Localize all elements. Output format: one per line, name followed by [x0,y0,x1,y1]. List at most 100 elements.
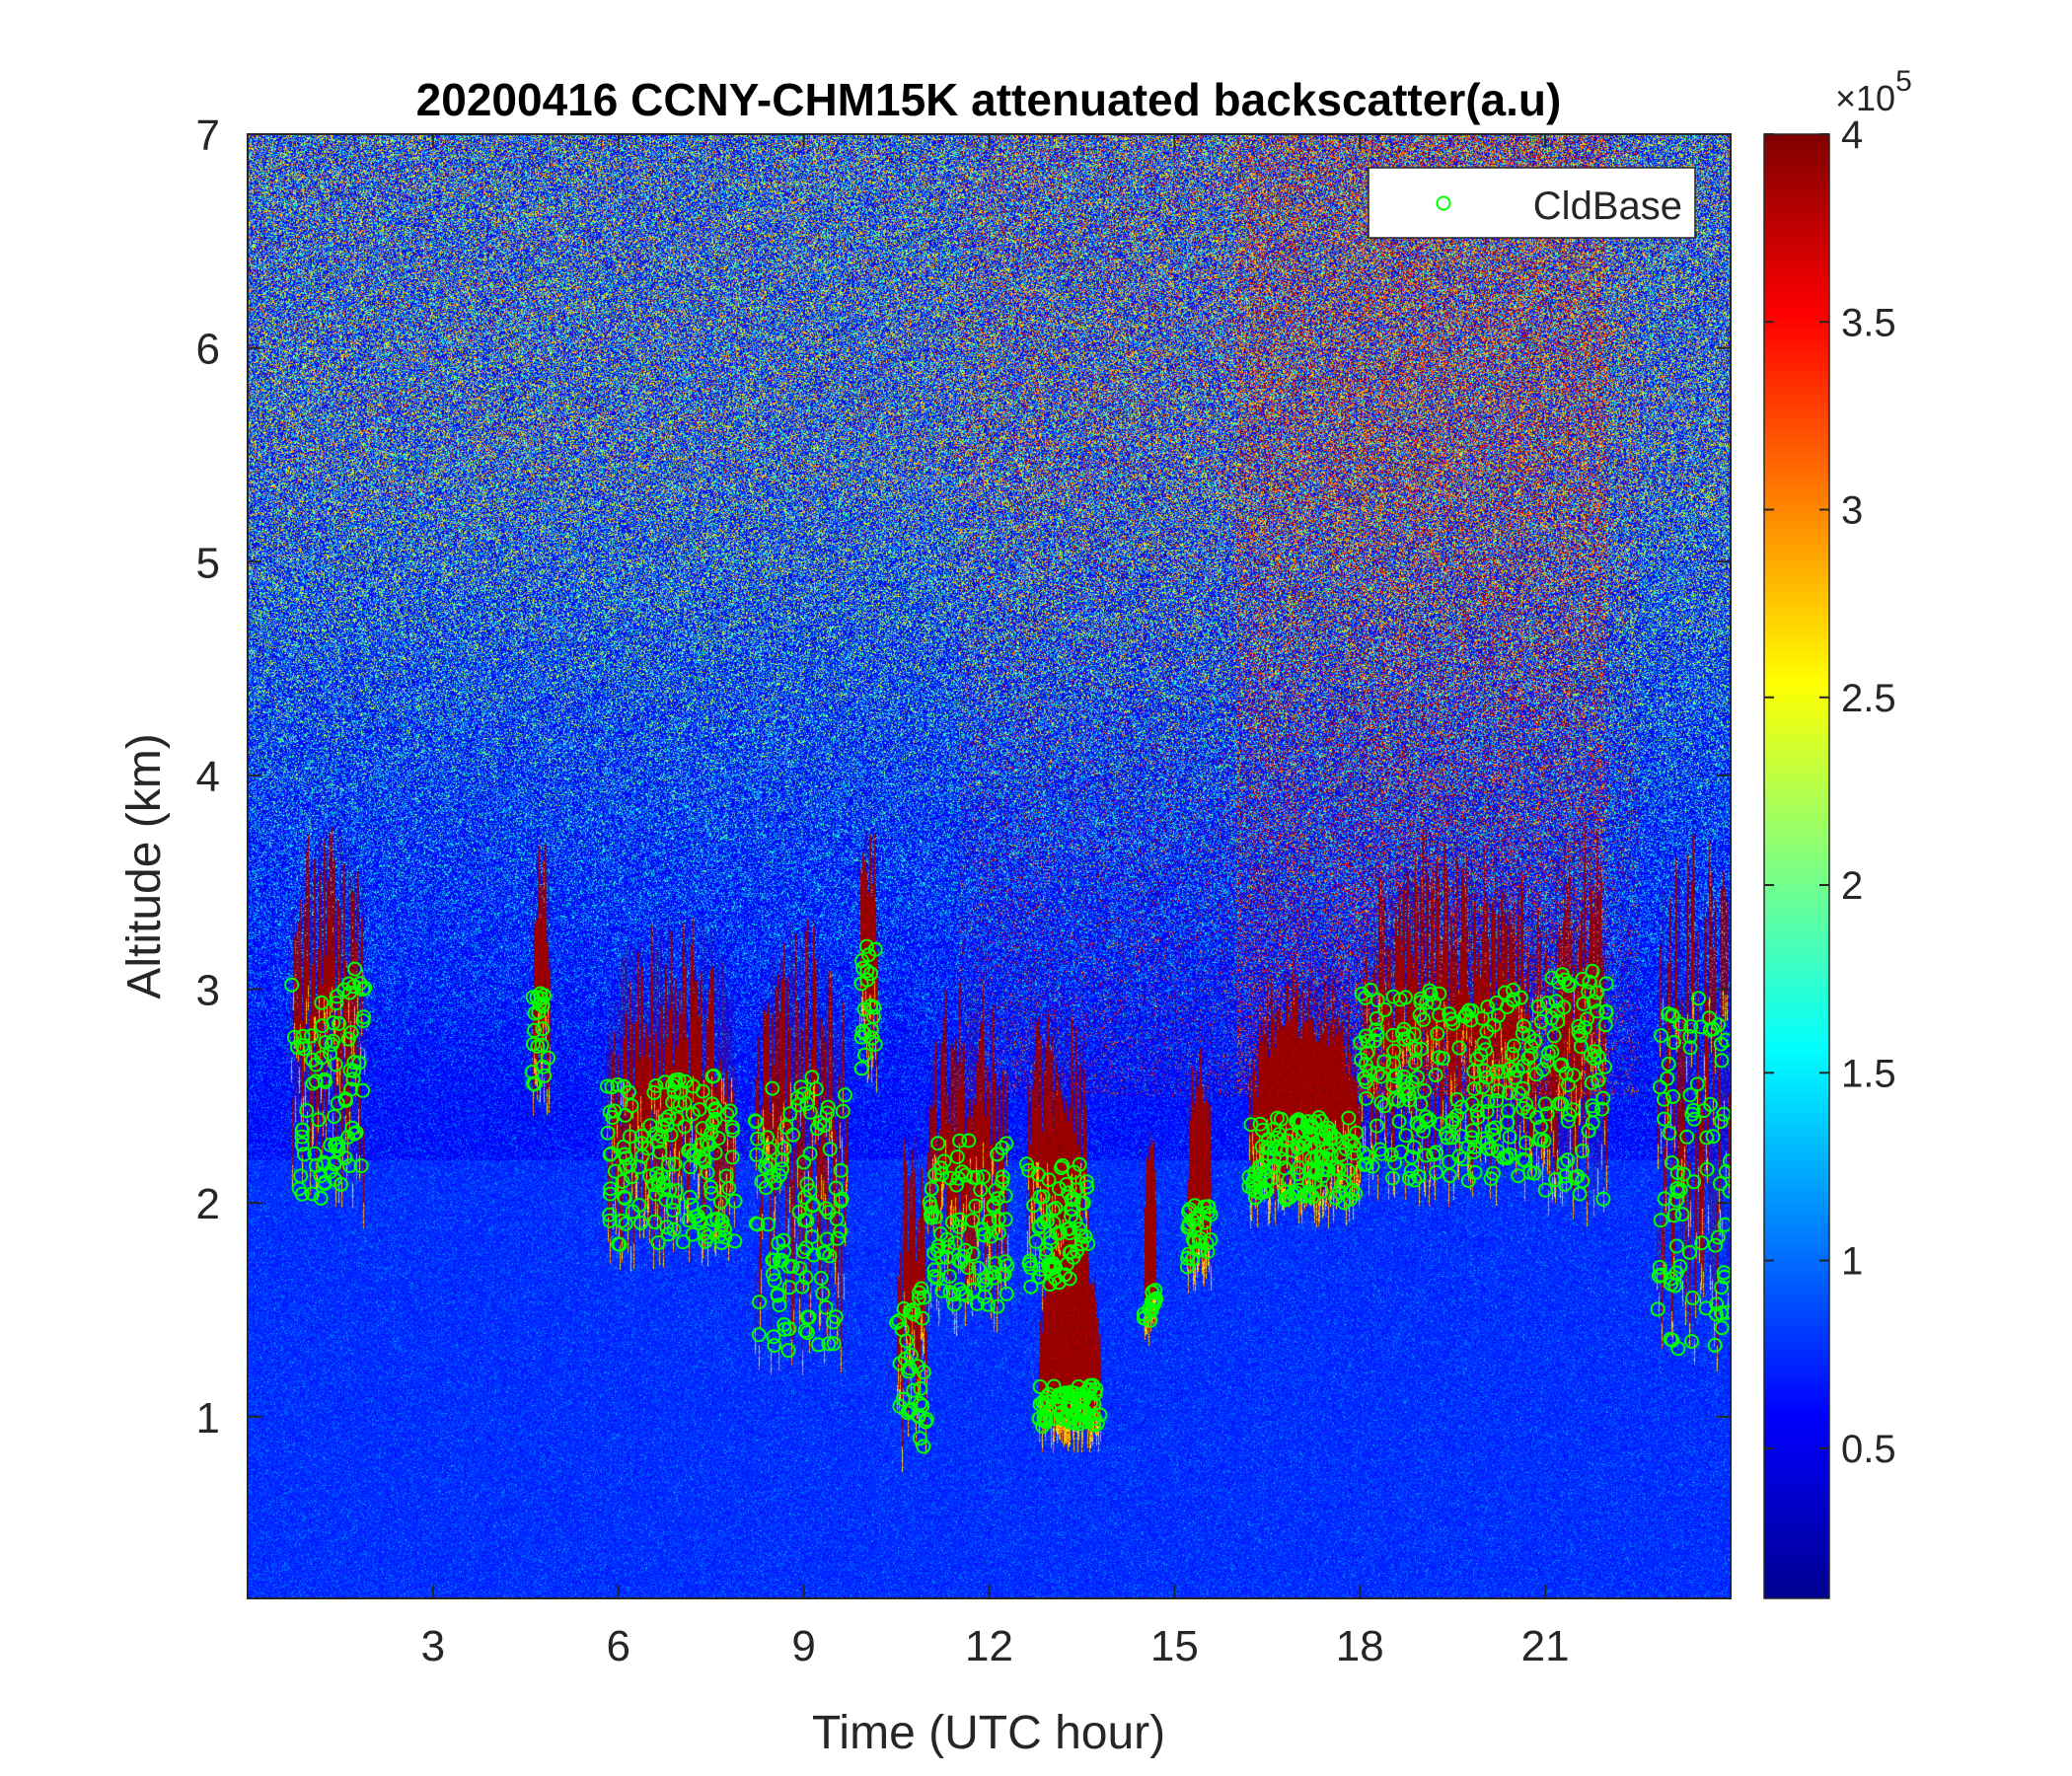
cloud-base-marker [650,1172,666,1188]
cloud-base-marker [856,1025,872,1041]
cloud-base-marker [658,1192,674,1208]
cloud-base-marker [965,1246,981,1262]
cloud-base-marker [767,1273,782,1289]
cloud-base-marker [749,1147,765,1162]
cloud-base-marker [1684,1334,1699,1349]
y-axis-label: Altitude (km) [118,733,171,999]
cloud-base-marker [1522,1048,1538,1064]
cloud-base-marker [1451,1040,1467,1056]
cloud-base-marker [1473,1047,1489,1063]
cloud-base-marker [294,1129,310,1145]
cloud-base-marker [1540,1046,1556,1061]
cloud-base-marker [1361,1149,1376,1165]
cloud-base-marker [991,1224,1006,1240]
cloud-base-marker [1028,1233,1044,1249]
cloud-base-marker [775,1152,790,1168]
cloud-base-marker [1573,1039,1589,1055]
y-axis: 1 2 3 4 5 6 7 [196,111,1731,1443]
cloud-base-marker [1046,1256,1061,1272]
cloud-base-marker [1403,1163,1419,1178]
cloud-base-marker [916,1439,931,1454]
cloud-base-marker [1464,1002,1480,1018]
cloud-base-marker [1469,1051,1485,1067]
cloud-base-marker [316,1154,332,1170]
cloud-base-marker [1699,1130,1715,1146]
cloud-base-marker [1399,1080,1415,1096]
cloud-base-marker [1573,1028,1589,1043]
cloud-base-marker [997,1266,1012,1282]
cloud-base-marker [1537,1182,1553,1198]
cloud-base-marker [1433,1116,1448,1132]
cloud-base-marker [968,1198,984,1214]
cloud-base-marker [1032,1378,1048,1394]
cloud-base-marker [525,990,541,1005]
cloud-base-marker [1554,1057,1570,1073]
cloud-base-marker [837,1087,852,1103]
cloud-base-marker [828,1180,844,1196]
cloud-base-marker [1406,1140,1422,1155]
cloud-base-marker [672,1097,688,1113]
cloud-base-marker [986,1265,1001,1281]
cloud-base-marker [1413,1096,1429,1112]
cloud-base-marker [286,1029,302,1045]
cloud-base-marker [1147,1283,1163,1298]
cloud-base-marker [1581,1123,1596,1139]
cloud-base-marker [617,1191,632,1207]
colorbar-tick-label: 1 [1841,1240,1863,1284]
cloud-base-marker [1046,1215,1062,1230]
cloud-base-marker [1453,1099,1469,1115]
cloud-base-marker [611,1236,627,1252]
cloud-base-marker [1323,1131,1339,1147]
cloud-base-marker [1595,1090,1611,1106]
cloud-base-marker [1019,1156,1034,1172]
cloud-base-marker [819,1105,835,1121]
cloud-base-marker [1453,1129,1469,1145]
cloud-base-marker [530,1039,546,1054]
cloud-base-marker [1693,1019,1709,1035]
cloud-base-marker [317,1072,333,1087]
cloud-base-marker [1277,1184,1293,1200]
cloud-base-marker [1507,1070,1522,1085]
y-tick-label: 7 [196,111,220,160]
cloud-base-marker [348,1125,364,1141]
cloud-base-marker [954,1164,970,1180]
cloud-base-marker [1285,1143,1300,1158]
cloud-base-marker [999,1286,1014,1301]
cloud-base-marker [1682,1029,1698,1044]
cloud-base-marker [1023,1279,1039,1295]
cloud-base-marker [299,1103,315,1119]
cloud-base-marker [798,1270,814,1286]
cloud-base-marker [799,1325,815,1341]
cloud-base-marker [854,1023,870,1039]
cloud-base-marker [1713,1114,1729,1130]
cloud-base-marker [1356,1146,1371,1161]
cloud-base-marker [929,1270,945,1286]
cloud-base-marker [677,1119,693,1135]
cloud-base-marker [719,1107,735,1122]
cloud-base-marker [1551,975,1566,990]
cloud-base-marker [984,1228,999,1244]
cloud-base-marker [913,1380,928,1396]
cloud-base-marker [1442,1168,1457,1183]
cloud-base-marker [1513,990,1528,1005]
cloud-base-marker [686,1078,701,1094]
cloud-base-marker [821,1205,837,1221]
cloud-base-marker [685,1226,701,1242]
cloud-base-marker [1417,1083,1433,1098]
cloud-base-marker [1358,1073,1373,1089]
cloud-base-marker [750,1217,766,1232]
cloud-base-marker [295,1122,310,1138]
colorbar-gradient [1763,133,1830,1599]
cloud-base-marker [671,1072,687,1087]
cloud-base-marker [642,1168,657,1184]
cloud-base-marker [906,1382,922,1398]
cloud-base-marker [760,1217,776,1232]
cloud-base-marker [1200,1205,1216,1221]
cloud-base-marker [1142,1301,1157,1317]
cloud-base-marker [1590,1003,1605,1019]
cloud-base-markers [284,938,1731,1454]
cloud-base-marker [1570,1168,1586,1184]
cloud-base-marker [752,1295,768,1310]
cloud-base-marker [693,1216,707,1231]
cloud-base-marker [859,972,875,988]
